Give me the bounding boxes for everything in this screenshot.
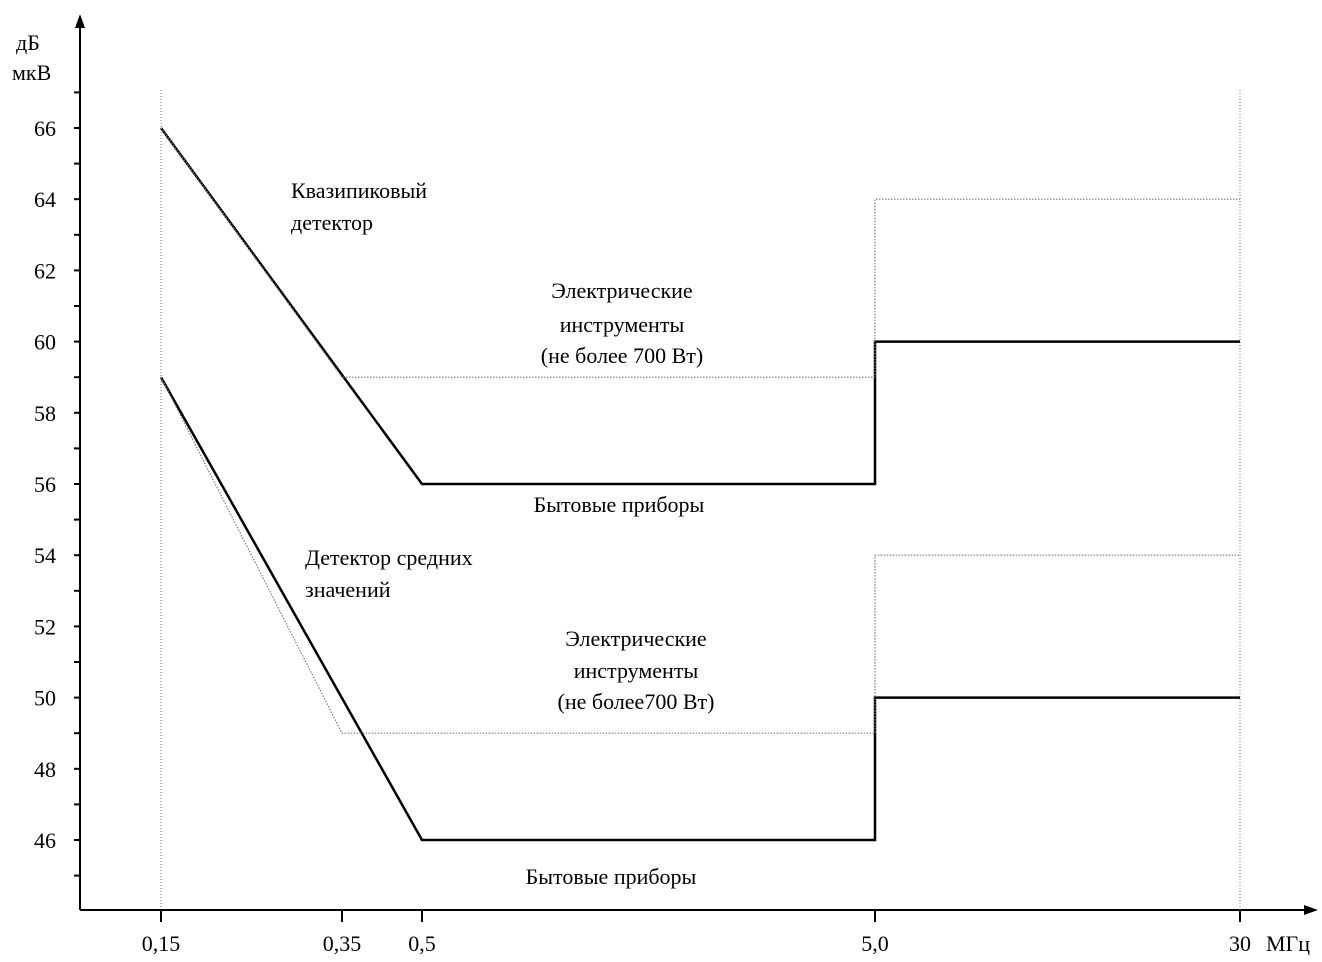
y-tick-label: 48 [34,757,56,782]
y-tick-label: 46 [34,828,56,853]
y-axis-label-line-2: мкВ [12,60,51,85]
avg-tools-label-3: (не более700 Вт) [558,689,715,714]
qp-tools-label-3: (не более 700 Вт) [541,343,703,368]
x-axis-unit-label: МГц [1266,931,1310,956]
x-tick-label: 5,0 [861,931,889,956]
y-tick-label: 50 [34,686,56,711]
limit-line-dotted [160,127,1240,378]
limit-line-solid [159,127,1240,486]
x-tick-label: 0,5 [408,931,436,956]
x-axis-arrow [1304,905,1318,915]
series [159,127,1240,842]
avg-household-label: Бытовые приборы [526,864,697,889]
ticks: 46 48 50 52 54 56 58 60 62 64 66 0,15 0,35 0,5 5,0 30 [34,91,1251,956]
y-tick-label: 60 [34,330,56,355]
y-axis-label-line-1: дБ [16,30,40,55]
y-tick-label: 64 [34,187,56,212]
y-tick-label: 58 [34,401,56,426]
y-tick-label: 56 [34,472,56,497]
x-tick-label: 0,15 [142,931,181,956]
qp-detector-label-2: детектор [291,210,373,235]
x-tick-label: 0,35 [323,931,362,956]
qp-tools-label-2: инструменты [560,312,685,337]
qp-tools-label-1: Электрические [551,278,692,303]
labels: дБ мкВ МГц Квазипиковый детектор Электри… [12,30,1310,956]
qp-detector-label-1: Квазипиковый [291,178,427,203]
avg-detector-label-1: Детектор средних [305,545,473,570]
qp-household-label: Бытовые приборы [534,492,705,517]
y-tick-label: 52 [34,614,56,639]
y-axis-arrow [75,14,85,28]
y-tick-label: 66 [34,116,56,141]
y-tick-label: 54 [34,543,56,568]
axes [75,14,1318,915]
avg-tools-label-2: инструменты [574,658,699,683]
avg-detector-label-2: значений [305,577,391,602]
y-tick-label: 62 [34,258,56,283]
limit-line-solid [159,376,1240,842]
x-tick-label: 30 [1229,931,1251,956]
avg-tools-label-1: Электрические [565,626,706,651]
